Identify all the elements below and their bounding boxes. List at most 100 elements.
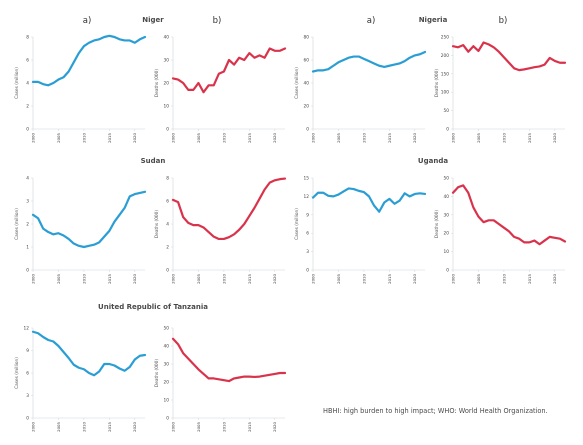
y-axis-label: Cases (million): [14, 208, 20, 240]
x-tick-label: 2020: [272, 273, 277, 283]
footnote: HBHI: high burden to high impact; WHO: W…: [323, 407, 548, 415]
x-tick-label: 2020: [552, 273, 557, 283]
x-tick-label: 2020: [272, 421, 277, 431]
x-tick-label: 2005: [196, 273, 201, 283]
x-tick-label: 2000: [450, 273, 455, 283]
y-tick-label: 4: [26, 176, 29, 182]
x-tick-label: 2010: [221, 132, 226, 142]
x-tick-label: 2010: [81, 132, 86, 142]
y-tick-label: 20: [444, 231, 450, 237]
deaths-line: [171, 47, 287, 94]
chart-nigeria-cases: 0 20 40 60 80 2000 2005 2010 2015 2020 Cases (mill…: [294, 35, 427, 143]
y-axis-label: Cases (million): [294, 67, 300, 99]
cases-line: [311, 187, 427, 213]
country-title-nigeria: Nigeria: [419, 16, 448, 24]
x-tick-label: 2015: [107, 132, 112, 142]
chart-united-republic-of-tanzania-deaths: 0 10 20 30 40 50 2000 2005 2010 2015 2020 Deaths (0…: [154, 326, 287, 432]
y-axis-label: Cases (million): [14, 357, 20, 389]
y-tick-label: 40: [164, 344, 170, 350]
x-tick-label: 2005: [56, 421, 61, 431]
chart-uganda-cases: 0 3 6 9 12 15 2000 2005 2010 2015 2020 Cases (milli…: [294, 176, 427, 284]
y-tick-label: 0: [166, 268, 169, 274]
y-axis-label: Deaths (000): [154, 359, 160, 387]
x-tick-label: 2000: [170, 132, 175, 142]
x-tick-label: 2010: [361, 273, 366, 283]
y-tick-label: 12: [304, 194, 310, 200]
x-tick-label: 2015: [387, 132, 392, 142]
x-tick-label: 2020: [132, 421, 137, 431]
y-axis-label: Cases (million): [294, 208, 300, 240]
y-tick-label: 0: [166, 416, 169, 422]
deaths-line: [451, 184, 567, 246]
y-axis-label: Cases (million): [14, 67, 20, 99]
y-tick-label: 0: [306, 127, 309, 133]
y-tick-label: 50: [444, 176, 450, 182]
y-tick-label: 0: [446, 127, 449, 133]
y-axis-label: Deaths (000): [154, 210, 160, 238]
y-tick-label: 20: [304, 104, 310, 110]
y-tick-label: 0: [166, 127, 169, 133]
y-tick-label: 10: [164, 398, 170, 404]
y-tick-label: 6: [26, 371, 29, 377]
country-title-sudan: Sudan: [141, 157, 166, 165]
x-tick-label: 2000: [310, 273, 315, 283]
y-tick-label: 3: [26, 199, 29, 205]
y-tick-label: 3: [306, 249, 309, 255]
y-tick-label: 30: [164, 362, 170, 368]
chart-niger-deaths: 0 10 20 30 40 2000 2005 2010 2015 2020 Deaths (000…: [154, 35, 287, 143]
y-tick-label: 6: [166, 199, 169, 205]
x-tick-label: 2020: [412, 273, 417, 283]
x-tick-label: 2015: [247, 421, 252, 431]
chart-united-republic-of-tanzania-cases: 0 3 6 9 12 2000 2005 2010 2015 2020 Cases (million…: [14, 326, 147, 432]
y-tick-label: 2: [26, 222, 29, 228]
x-tick-label: 2015: [247, 132, 252, 142]
y-axis-label: Deaths (000): [434, 69, 440, 97]
x-tick-label: 2020: [132, 273, 137, 283]
chart-nigeria-deaths: 0 50 100 150 200 250 2000 2005 2010 2015 2020 Death…: [434, 35, 567, 143]
x-tick-label: 2020: [552, 132, 557, 142]
x-tick-label: 2000: [170, 421, 175, 431]
x-tick-label: 2005: [56, 132, 61, 142]
x-tick-label: 2015: [387, 273, 392, 283]
y-tick-label: 50: [444, 108, 450, 114]
x-tick-label: 2005: [336, 273, 341, 283]
x-tick-label: 2000: [450, 132, 455, 142]
y-tick-label: 40: [164, 35, 170, 41]
x-tick-label: 2010: [81, 273, 86, 283]
y-tick-label: 20: [164, 81, 170, 87]
y-tick-label: 6: [306, 231, 309, 237]
y-tick-label: 4: [166, 222, 169, 228]
x-tick-label: 2010: [501, 273, 506, 283]
y-tick-label: 1: [26, 245, 29, 251]
y-tick-label: 20: [164, 380, 170, 386]
y-tick-label: 8: [166, 176, 169, 182]
y-tick-label: 150: [441, 71, 449, 77]
panel-letter-a-right: a): [367, 16, 376, 26]
deaths-line: [171, 337, 287, 383]
x-tick-label: 2005: [476, 132, 481, 142]
cases-line: [31, 190, 147, 249]
y-tick-label: 200: [441, 53, 449, 59]
y-tick-label: 50: [164, 326, 170, 332]
cases-line: [31, 330, 147, 377]
panel-letter-b-right: b): [499, 16, 508, 26]
panel-letter-b-left: b): [213, 16, 222, 26]
y-tick-label: 12: [24, 326, 30, 332]
y-tick-label: 2: [26, 104, 29, 110]
x-tick-label: 2015: [527, 132, 532, 142]
cases-line: [31, 34, 147, 87]
y-axis-label: Deaths (000): [154, 69, 160, 97]
x-tick-label: 2005: [196, 421, 201, 431]
y-tick-label: 100: [441, 90, 449, 96]
x-tick-label: 2020: [412, 132, 417, 142]
x-tick-label: 2010: [361, 132, 366, 142]
y-tick-label: 10: [164, 104, 170, 110]
x-tick-label: 2005: [476, 273, 481, 283]
y-tick-label: 0: [26, 127, 29, 133]
chart-uganda-deaths: 0 10 20 30 40 50 2000 2005 2010 2015 2020 Deaths (0…: [434, 176, 567, 284]
y-tick-label: 30: [444, 212, 450, 218]
x-tick-label: 2015: [527, 273, 532, 283]
y-tick-label: 6: [26, 58, 29, 64]
y-tick-label: 40: [304, 81, 310, 87]
